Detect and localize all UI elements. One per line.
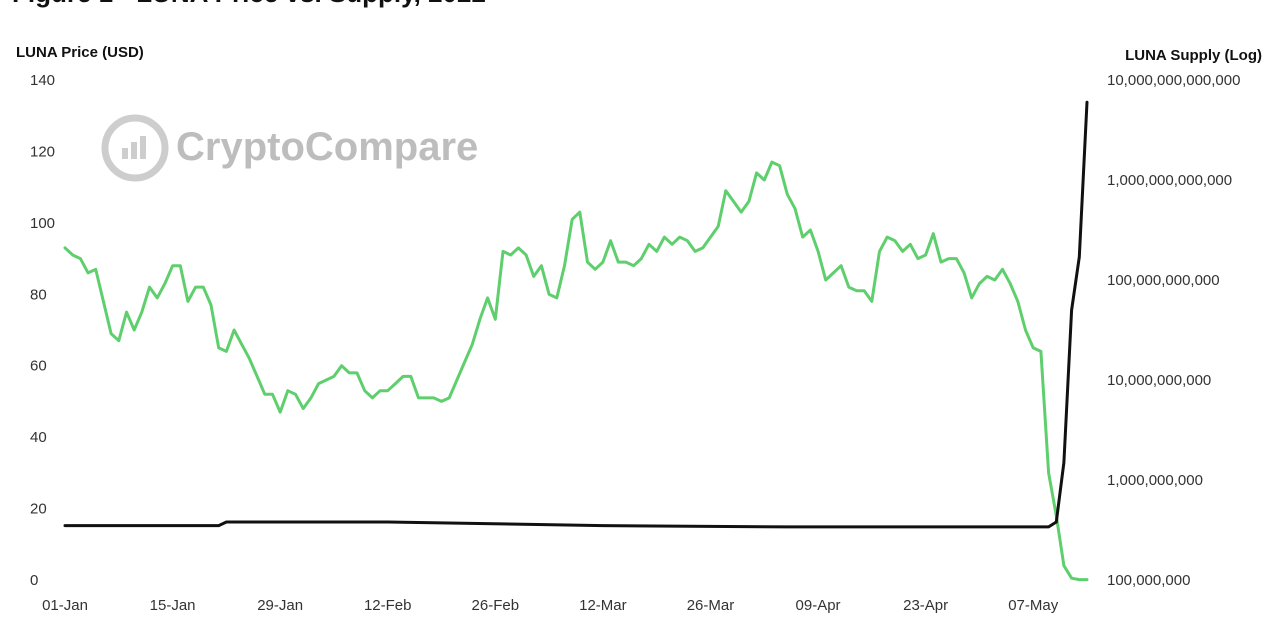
x-tick-label: 09-Apr (796, 597, 841, 614)
x-tick-label: 23-Apr (903, 597, 948, 614)
left-tick-label: 80 (30, 286, 47, 303)
x-tick-label: 12-Feb (364, 597, 412, 614)
supply-series-line (63, 100, 1089, 529)
left-tick-label: 40 (30, 429, 47, 446)
left-tick-label: 120 (30, 143, 55, 160)
right-tick-label: 1,000,000,000,000 (1107, 172, 1232, 189)
right-tick-label: 10,000,000,000,000 (1107, 72, 1240, 89)
figure-title: Figure 1 - LUNA Price vs. Supply, 2022 (12, 0, 486, 8)
left-tick-label: 20 (30, 501, 47, 518)
x-tick-label: 26-Feb (472, 597, 520, 614)
left-tick-label: 100 (30, 215, 55, 232)
right-tick-label: 100,000,000 (1107, 572, 1190, 589)
x-tick-label: 01-Jan (42, 597, 88, 614)
right-tick-label: 10,000,000,000 (1107, 372, 1211, 389)
series-layer (63, 100, 1089, 582)
watermark-text: CryptoCompare (176, 125, 478, 169)
x-axis-ticks: 01-Jan 15-Jan 29-Jan 12-Feb 26-Feb 12-Mar 26-M… (42, 597, 1059, 614)
left-axis-ticks: 0 20 40 60 80 100 120 140 (30, 72, 55, 589)
x-tick-label: 15-Jan (150, 597, 196, 614)
right-tick-label: 100,000,000,000 (1107, 272, 1220, 289)
left-axis-title: LUNA Price (USD) (16, 44, 144, 61)
price-series-line (63, 160, 1089, 582)
x-tick-label: 26-Mar (687, 597, 735, 614)
left-tick-label: 0 (30, 572, 38, 589)
right-axis-ticks: 100,000,000 1,000,000,000 10,000,000,000 10… (1107, 72, 1240, 589)
x-tick-label: 12-Mar (579, 597, 627, 614)
x-tick-label: 29-Jan (257, 597, 303, 614)
cryptocompare-logo-icon (101, 114, 169, 182)
right-tick-label: 1,000,000,000 (1107, 472, 1203, 489)
left-tick-label: 60 (30, 358, 47, 375)
x-tick-label: 07-May (1008, 597, 1059, 614)
watermark: CryptoCompare (101, 114, 478, 182)
left-tick-label: 140 (30, 72, 55, 89)
right-axis-title: LUNA Supply (Log) (1125, 47, 1262, 64)
